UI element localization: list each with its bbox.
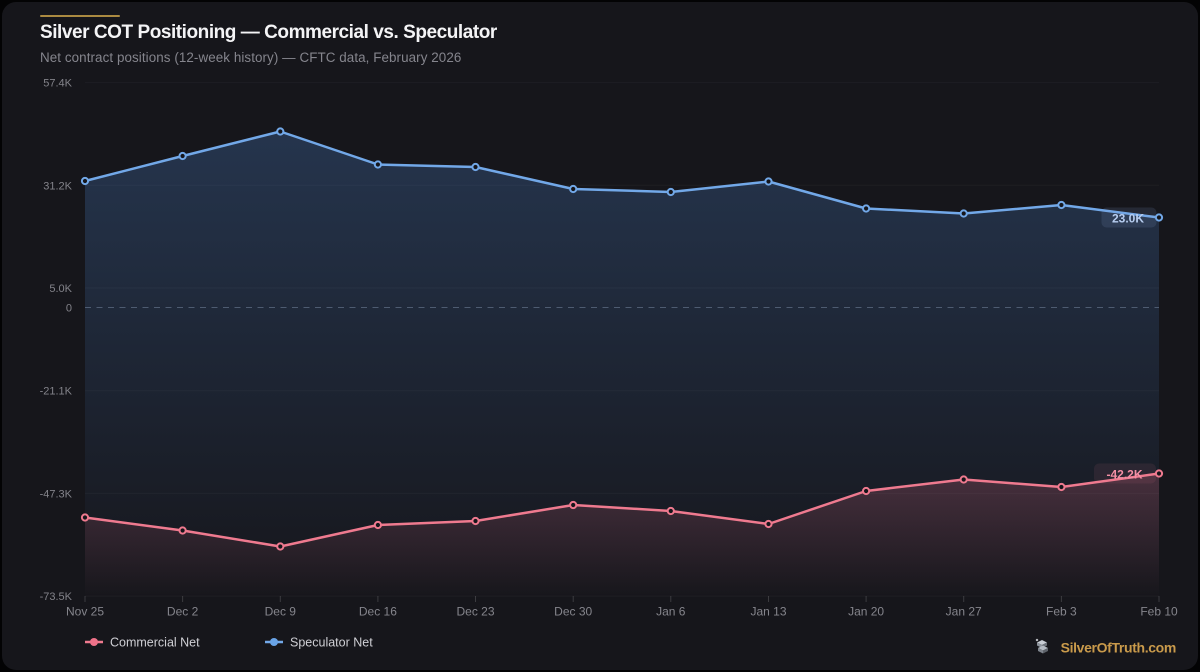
svg-text:Dec 16: Dec 16: [359, 605, 397, 619]
svg-text:Jan 6: Jan 6: [656, 605, 686, 619]
svg-text:Dec 30: Dec 30: [554, 605, 592, 619]
svg-text:-47.3K: -47.3K: [40, 488, 73, 500]
svg-text:57.4K: 57.4K: [43, 78, 72, 90]
svg-text:Speculator Net: Speculator Net: [290, 636, 373, 650]
svg-text:Feb 3: Feb 3: [1046, 605, 1077, 619]
svg-text:-42.2K: -42.2K: [1106, 468, 1142, 482]
svg-text:Commercial Net: Commercial Net: [110, 636, 200, 650]
svg-text:-21.1K: -21.1K: [40, 386, 73, 398]
svg-text:31.2K: 31.2K: [43, 180, 72, 192]
svg-text:Dec 23: Dec 23: [456, 605, 494, 619]
svg-text:Nov 25: Nov 25: [66, 605, 104, 619]
svg-text:Jan 13: Jan 13: [750, 605, 786, 619]
svg-text:Dec 2: Dec 2: [167, 605, 199, 619]
svg-text:SilverOfTruth.com: SilverOfTruth.com: [1061, 640, 1176, 656]
svg-text:-73.5K: -73.5K: [40, 591, 73, 603]
svg-text:23.0K: 23.0K: [1112, 212, 1144, 226]
svg-text:Dec 9: Dec 9: [265, 605, 297, 619]
svg-text:0: 0: [66, 303, 72, 315]
svg-text:5.0K: 5.0K: [49, 283, 72, 295]
svg-text:Jan 27: Jan 27: [946, 605, 982, 619]
svg-text:Jan 20: Jan 20: [848, 605, 884, 619]
svg-text:Feb 10: Feb 10: [1140, 605, 1178, 619]
